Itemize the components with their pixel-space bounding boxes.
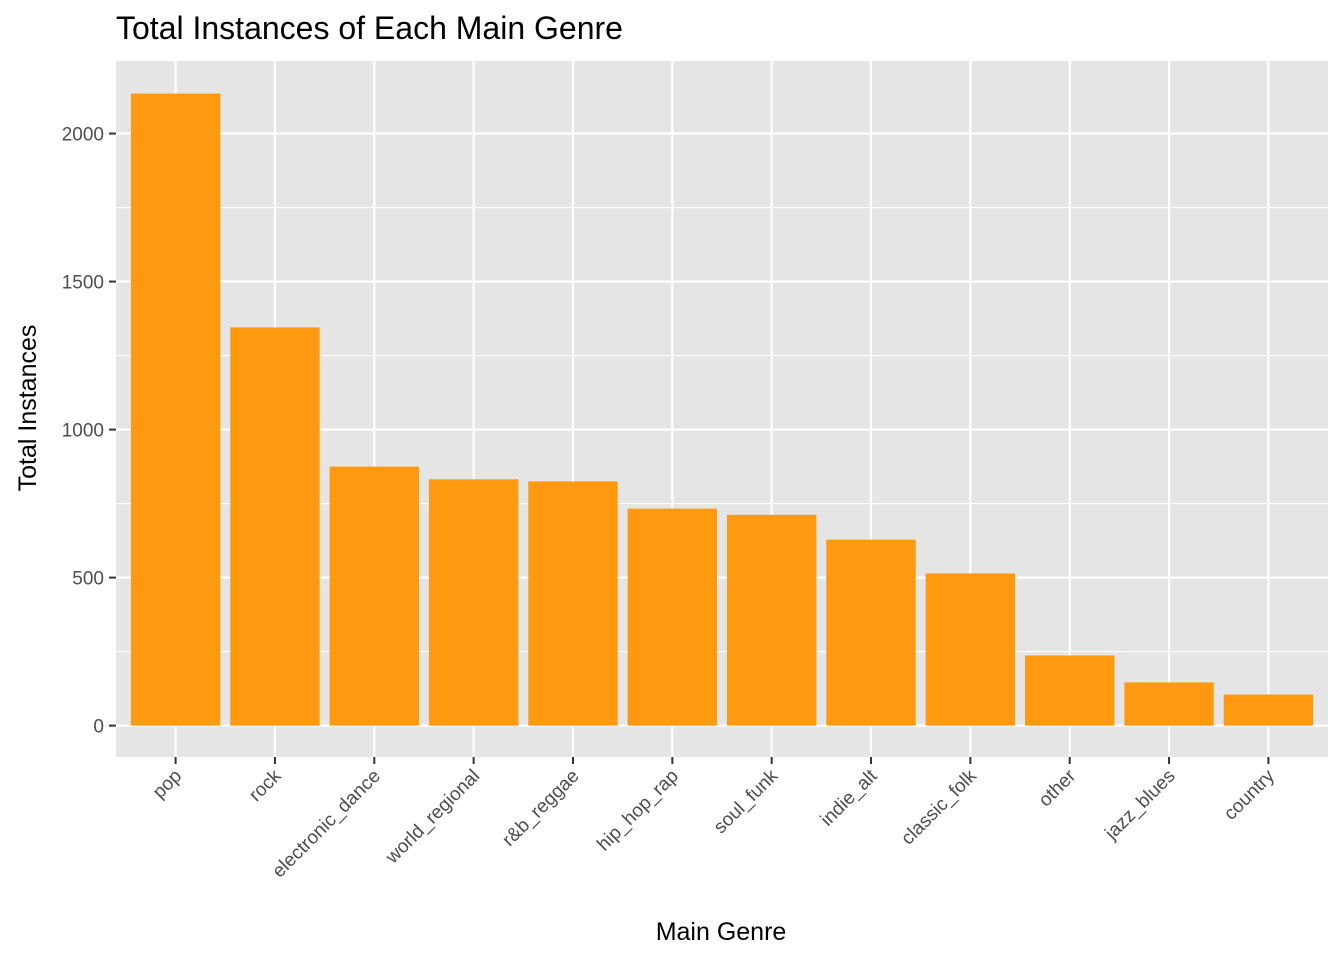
x-tick-label-indie_alt: indie_alt — [817, 765, 882, 830]
bar-pop — [130, 93, 221, 726]
y-tick-label: 1000 — [62, 421, 104, 442]
x-tick-label-r&b_reggae: r&b_reggae — [498, 766, 583, 851]
bars — [130, 93, 1314, 726]
x-tick-label-rock: rock — [245, 765, 286, 806]
bar-electronic_dance — [329, 466, 419, 726]
bar-soul_funk — [726, 514, 817, 726]
x-tick-label-classic_folk: classic_folk — [897, 765, 981, 849]
x-tick-label-soul_funk: soul_funk — [710, 765, 783, 838]
bar-other — [1025, 655, 1115, 726]
bar-country — [1223, 694, 1314, 726]
x-tick-label-pop: pop — [149, 766, 186, 803]
y-tick-label: 1500 — [62, 273, 104, 294]
bar-world_regional — [428, 479, 519, 726]
x-tick-label-electronic_dance: electronic_dance — [268, 766, 384, 882]
y-tick-label: 500 — [72, 569, 104, 590]
bar-rock — [230, 327, 320, 726]
bar-classic_folk — [925, 573, 1016, 726]
y-tick-label: 2000 — [62, 125, 104, 146]
y-axis-title: Total Instances — [14, 325, 42, 492]
y-tick-label: 0 — [93, 717, 104, 738]
x-tick-label-hip_hop_rap: hip_hop_rap — [593, 766, 683, 856]
x-tick-label-other: other — [1035, 765, 1081, 811]
bar-jazz_blues — [1124, 682, 1214, 726]
x-tick-label-world_regional: world_regional — [381, 766, 484, 869]
y-axis: 0 500 1000 1500 2000 — [62, 125, 116, 738]
bar-hip_hop_rap — [627, 508, 718, 726]
x-tick-label-country: country — [1220, 765, 1279, 824]
chart-title: Total Instances of Each Main Genre — [116, 10, 623, 46]
x-axis-title: Main Genre — [656, 918, 787, 946]
bar-indie_alt — [826, 539, 916, 726]
bar-r&b_reggae — [528, 481, 618, 726]
x-tick-label-jazz_blues: jazz_blues — [1101, 766, 1180, 845]
